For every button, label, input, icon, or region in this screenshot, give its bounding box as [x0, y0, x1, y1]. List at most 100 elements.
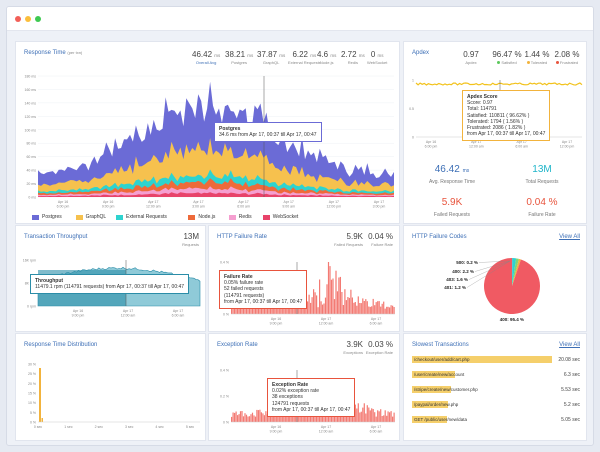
bar[interactable] [239, 411, 242, 422]
bar[interactable] [253, 415, 255, 422]
transaction-row[interactable]: /user/create/new/account [412, 371, 552, 378]
bar[interactable] [384, 410, 386, 422]
transaction-row[interactable]: /stripe/create/new/customer.php [412, 386, 552, 393]
bar[interactable] [369, 410, 371, 422]
bar[interactable] [329, 266, 331, 314]
bar[interactable] [368, 306, 370, 315]
bar[interactable] [231, 416, 233, 422]
view-all-link[interactable]: View All [559, 234, 580, 240]
bar[interactable] [372, 409, 374, 422]
bar[interactable] [363, 403, 365, 422]
bar[interactable] [310, 302, 312, 314]
failure-codes-pie[interactable]: 500: 0.2 % 400: 2.2 % 403: 1.6 % 401: 1.2 %… [404, 226, 588, 333]
bar[interactable] [234, 412, 236, 422]
bar[interactable] [345, 300, 347, 314]
bar[interactable] [242, 306, 245, 314]
bar[interactable] [363, 301, 365, 314]
bar[interactable] [365, 413, 367, 423]
bar[interactable] [357, 296, 359, 314]
bar[interactable] [350, 289, 352, 314]
bar[interactable] [242, 416, 245, 422]
bar[interactable] [257, 410, 259, 422]
bar[interactable] [244, 413, 246, 422]
legend-item-graphql[interactable]: GraphQL [75, 214, 106, 220]
bar[interactable] [317, 307, 319, 314]
legend-item-node-js[interactable]: Node.js [188, 214, 215, 220]
bar[interactable] [390, 305, 392, 314]
bar[interactable] [307, 301, 309, 314]
bar[interactable] [317, 414, 319, 422]
distribution-bar[interactable] [41, 418, 44, 422]
bar[interactable] [316, 295, 318, 314]
bar[interactable] [360, 411, 362, 422]
bar[interactable] [383, 415, 385, 422]
bar[interactable] [238, 414, 240, 422]
bar[interactable] [393, 307, 395, 314]
bar[interactable] [374, 412, 376, 422]
bar[interactable] [357, 403, 359, 422]
area-graphql[interactable] [38, 138, 394, 197]
bar[interactable] [362, 407, 364, 422]
area-node-js[interactable] [38, 178, 394, 197]
bar[interactable] [359, 412, 361, 423]
bar[interactable] [289, 305, 291, 314]
bar[interactable] [365, 299, 367, 314]
bar[interactable] [371, 306, 373, 314]
bar[interactable] [324, 297, 327, 314]
bar[interactable] [271, 305, 273, 314]
legend-item-external-requests[interactable]: External Requests [116, 214, 167, 220]
bar[interactable] [247, 416, 249, 423]
transaction-row[interactable]: GET /public/user/new/data [412, 416, 552, 423]
bar[interactable] [371, 408, 373, 422]
transaction-row[interactable]: /checkout/user/add/cart.php [412, 356, 552, 363]
bar[interactable] [339, 276, 341, 314]
bar[interactable] [241, 304, 243, 314]
bar[interactable] [360, 303, 362, 314]
bar[interactable] [266, 414, 268, 422]
bar[interactable] [356, 408, 358, 423]
bar[interactable] [262, 413, 264, 422]
bar[interactable] [269, 305, 271, 314]
bar[interactable] [260, 412, 262, 422]
view-all-link[interactable]: View All [559, 342, 580, 348]
bar[interactable] [381, 416, 383, 422]
bar[interactable] [366, 405, 368, 422]
bar[interactable] [263, 304, 265, 314]
bar[interactable] [305, 305, 307, 314]
bar[interactable] [245, 414, 248, 422]
bar[interactable] [313, 289, 315, 314]
bar[interactable] [368, 407, 370, 423]
bar[interactable] [254, 416, 257, 422]
bar[interactable] [251, 305, 254, 314]
legend-item-postgres[interactable]: Postgres [32, 214, 62, 220]
bar[interactable] [366, 301, 368, 314]
bar[interactable] [244, 305, 246, 314]
bar[interactable] [311, 297, 313, 314]
bar[interactable] [299, 412, 301, 422]
bar[interactable] [330, 279, 333, 314]
bar[interactable] [387, 306, 389, 314]
response-time-chart[interactable]: 180 ms 160 ms 140 ms 120 ms 100 ms 80 ms 60 ms… [16, 42, 401, 225]
bar[interactable] [377, 301, 379, 314]
bar[interactable] [262, 306, 264, 314]
bar[interactable] [351, 297, 353, 315]
close-dot[interactable] [15, 16, 21, 22]
bar[interactable] [237, 305, 239, 314]
bar[interactable] [314, 292, 316, 314]
bar[interactable] [245, 304, 248, 314]
bar[interactable] [335, 270, 337, 314]
bar[interactable] [380, 306, 382, 314]
bar[interactable] [305, 416, 307, 422]
rt-distribution-chart[interactable]: 30 % 25 % 20 % 15 % 10 % 5 % 0 %0 sec 1 sec 2 se… [16, 334, 207, 442]
bar[interactable] [356, 305, 358, 314]
bar[interactable] [336, 291, 339, 314]
bar[interactable] [241, 411, 243, 422]
bar[interactable] [237, 415, 239, 422]
bar[interactable] [232, 412, 234, 423]
area-redis[interactable] [38, 186, 394, 197]
legend-item-redis[interactable]: Redis [228, 214, 252, 220]
bar[interactable] [248, 306, 251, 314]
bar[interactable] [321, 304, 324, 314]
bar[interactable] [390, 411, 392, 422]
